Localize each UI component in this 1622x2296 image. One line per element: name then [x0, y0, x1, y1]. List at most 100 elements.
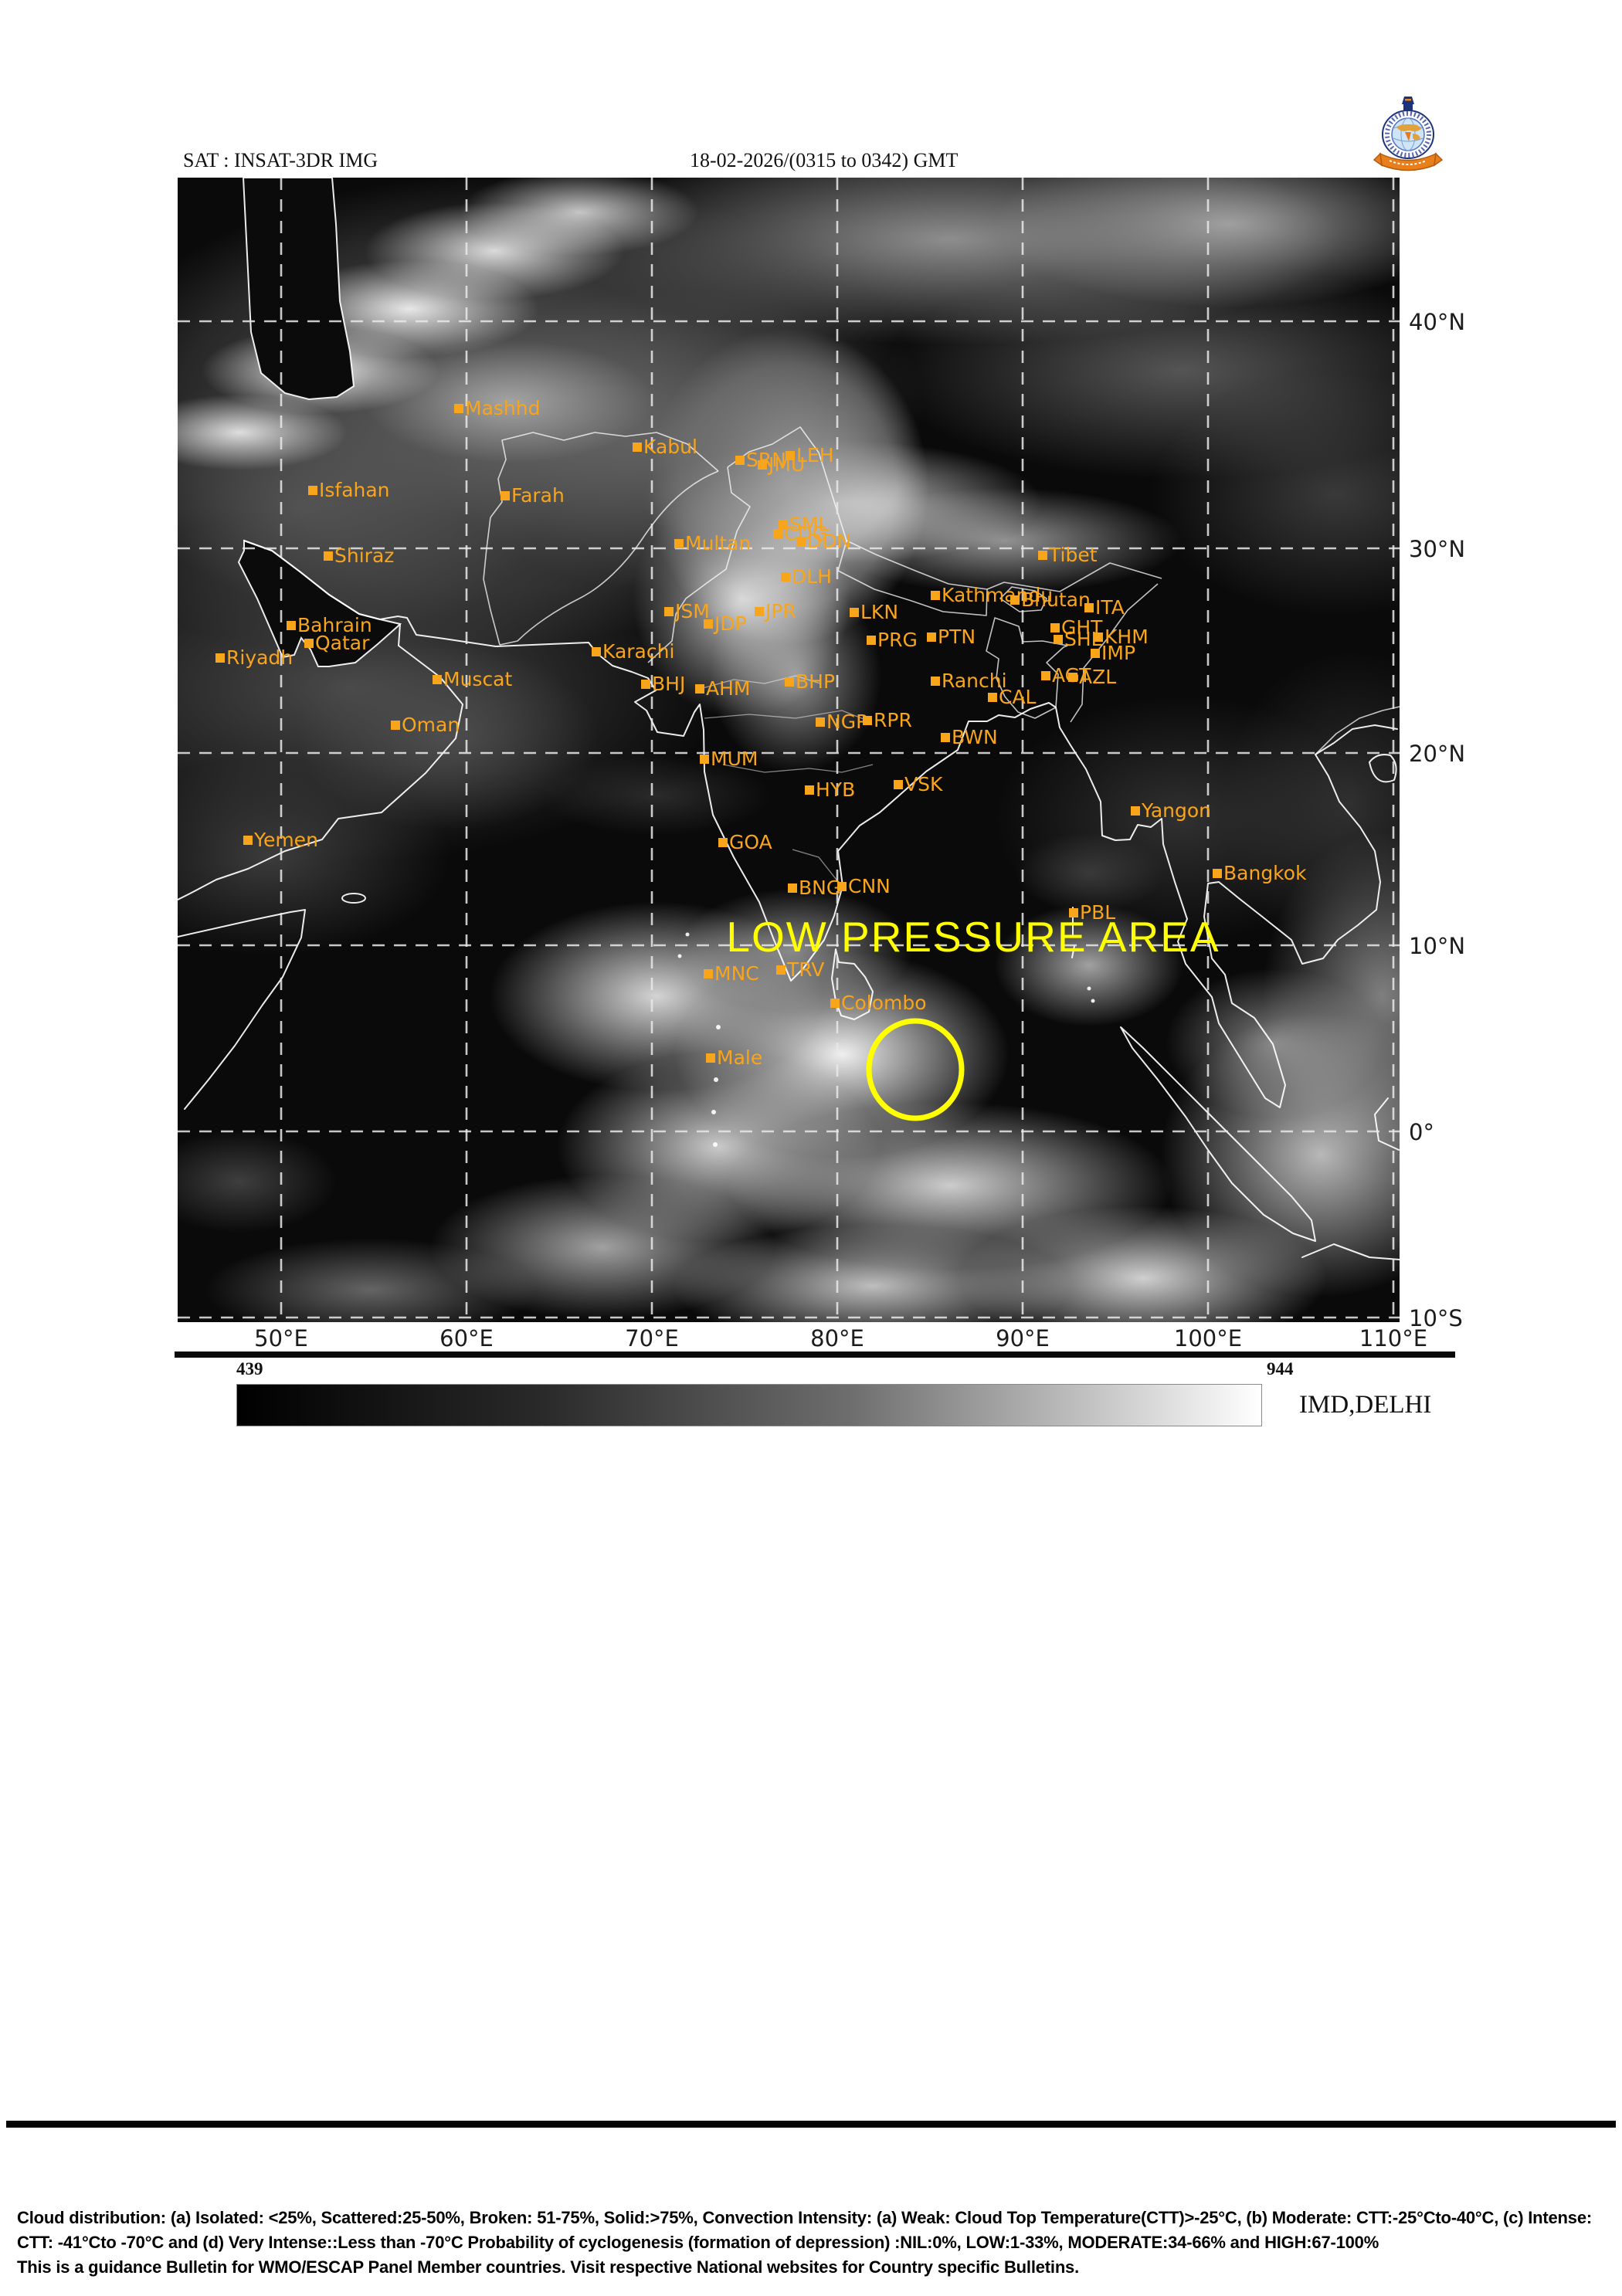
city-marker-BHJ — [641, 680, 650, 689]
city-marker-PRG — [867, 636, 876, 645]
city-label-BHP: BHP — [796, 670, 835, 693]
footer-divider-rule — [6, 2121, 1616, 2128]
city-label-Bhutan: Bhutan — [1021, 588, 1091, 611]
city-marker-BWN — [941, 733, 950, 742]
bangladesh-border — [986, 617, 1068, 719]
timestamp-gmt: 18-02-2026/(0315 to 0342) GMT — [690, 149, 959, 171]
city-marker-Bahrain — [287, 621, 296, 630]
city-marker-SML — [779, 520, 788, 529]
city-marker-GHT — [1050, 623, 1060, 633]
sri-lanka-coastline — [831, 948, 874, 1020]
india-pakistan-border — [647, 466, 751, 663]
city-label-DDN: DDN — [807, 530, 851, 552]
legend-line-2: CTT: -41°Cto -70°C and (d) Very Intense:… — [17, 2233, 1379, 2252]
city-label-PRG: PRG — [877, 629, 918, 651]
city-marker-Multan — [674, 539, 684, 548]
city-marker-LEH — [786, 451, 795, 460]
coastlines — [178, 178, 1400, 1260]
city-marker-CNN — [837, 882, 847, 891]
city-marker-CDG — [773, 529, 782, 538]
india-state-borders-2 — [704, 710, 868, 721]
city-marker-Mashhd — [454, 404, 463, 413]
city-marker-Colombo — [830, 999, 840, 1008]
lat-lon-gridlines — [178, 178, 1400, 1322]
city-marker-BNG — [788, 883, 797, 893]
kashmir-border — [727, 426, 847, 541]
city-label-NGP: NGP — [826, 711, 867, 733]
city-label-SHL: SHL — [1064, 628, 1102, 650]
pakistan-afghanistan-border — [499, 470, 719, 646]
city-label-RPR: RPR — [874, 709, 912, 731]
city-label-LKN: LKN — [860, 601, 898, 623]
colorbar-max-value: 944 — [1267, 1359, 1294, 1379]
city-label-CAL: CAL — [999, 686, 1037, 708]
city-label-Bangkok: Bangkok — [1223, 862, 1307, 884]
city-marker-BHP — [785, 677, 794, 687]
java-coastline — [1301, 1243, 1400, 1260]
city-marker-SRN — [735, 456, 745, 465]
city-marker-Male — [706, 1053, 715, 1063]
city-marker-SHL — [1054, 635, 1063, 644]
city-marker-Farah — [501, 491, 510, 500]
india-state-borders-3 — [722, 764, 874, 773]
arabia-coastline — [178, 623, 463, 900]
city-label-Isfahan: Isfahan — [319, 479, 390, 501]
city-label-JDP: JDP — [713, 612, 747, 635]
city-marker-AHM — [695, 684, 704, 694]
city-marker-KHM — [1094, 633, 1103, 642]
city-label-TRV: TRV — [786, 958, 824, 981]
city-marker-Kabul — [633, 443, 642, 452]
legend-text-block: Cloud distribution: (a) Isolated: <25%, … — [17, 2206, 1610, 2280]
city-label-IMP: IMP — [1101, 642, 1135, 664]
city-marker-PTN — [927, 633, 936, 642]
city-marker-Yemen — [243, 836, 253, 845]
lat-tick-10°S: 10°S — [1409, 1305, 1463, 1331]
city-marker-Riyadh — [215, 653, 225, 663]
city-label-MUM: MUM — [711, 748, 758, 770]
city-label-BHJ: BHJ — [652, 673, 685, 695]
city-marker-JSM — [664, 607, 674, 616]
city-label-ITA: ITA — [1095, 596, 1125, 619]
city-marker-VSK — [894, 780, 903, 789]
city-marker-MUM — [700, 755, 709, 764]
city-marker-Bhutan — [1010, 595, 1020, 605]
lon-tick-110°E: 110°E — [1359, 1325, 1428, 1351]
city-label-Kabul: Kabul — [643, 436, 697, 458]
somalia-coastline — [178, 909, 306, 1110]
city-marker-JMU — [758, 460, 767, 470]
city-marker-RPR — [863, 716, 872, 725]
india-state-borders-1 — [699, 675, 821, 690]
city-label-CNN: CNN — [848, 875, 891, 897]
borneo-coastline — [1374, 1097, 1400, 1151]
lon-tick-60°E: 60°E — [439, 1325, 494, 1351]
low-pressure-annotation: LOW PRESSURE AREA — [726, 913, 1219, 1121]
city-label-CDG: CDG — [784, 522, 827, 544]
city-marker-Qatar — [304, 639, 314, 648]
lat-tick-0°: 0° — [1409, 1119, 1434, 1145]
lon-tick-90°E: 90°E — [996, 1325, 1050, 1351]
tibet-border — [986, 562, 1162, 592]
city-marker-MNC — [704, 969, 713, 978]
socotra-island — [341, 893, 366, 904]
legend-line-1: Cloud distribution: (a) Isolated: <25%, … — [17, 2208, 1592, 2227]
city-marker-GOA — [718, 838, 728, 847]
city-label-Ranchi: Ranchi — [942, 670, 1007, 692]
city-marker-DLH — [781, 572, 790, 582]
iran-pakistan-border — [483, 517, 501, 646]
city-label-MNC: MNC — [714, 962, 759, 985]
city-label-JPR: JPR — [764, 600, 796, 622]
asia-coastline — [243, 540, 1398, 1108]
imd-emblem-crown — [1402, 97, 1414, 112]
satellite-map: Mashhd Kabul SRN JMU LEH Isfahan Farah SML CDG DD… — [178, 178, 1400, 1322]
city-marker-Kathmandu — [931, 591, 940, 600]
city-marker-TRV — [776, 965, 786, 975]
colorbar-min-value: 439 — [236, 1359, 263, 1379]
imd-logo — [1373, 97, 1444, 171]
city-label-Mashhd: Mashhd — [465, 397, 540, 419]
satellite-name: SAT : INSAT-3DR IMG — [183, 149, 378, 171]
vietnam-china-border — [1315, 706, 1400, 755]
city-label-Muscat: Muscat — [443, 668, 513, 690]
iran-afghanistan-border — [490, 432, 719, 518]
